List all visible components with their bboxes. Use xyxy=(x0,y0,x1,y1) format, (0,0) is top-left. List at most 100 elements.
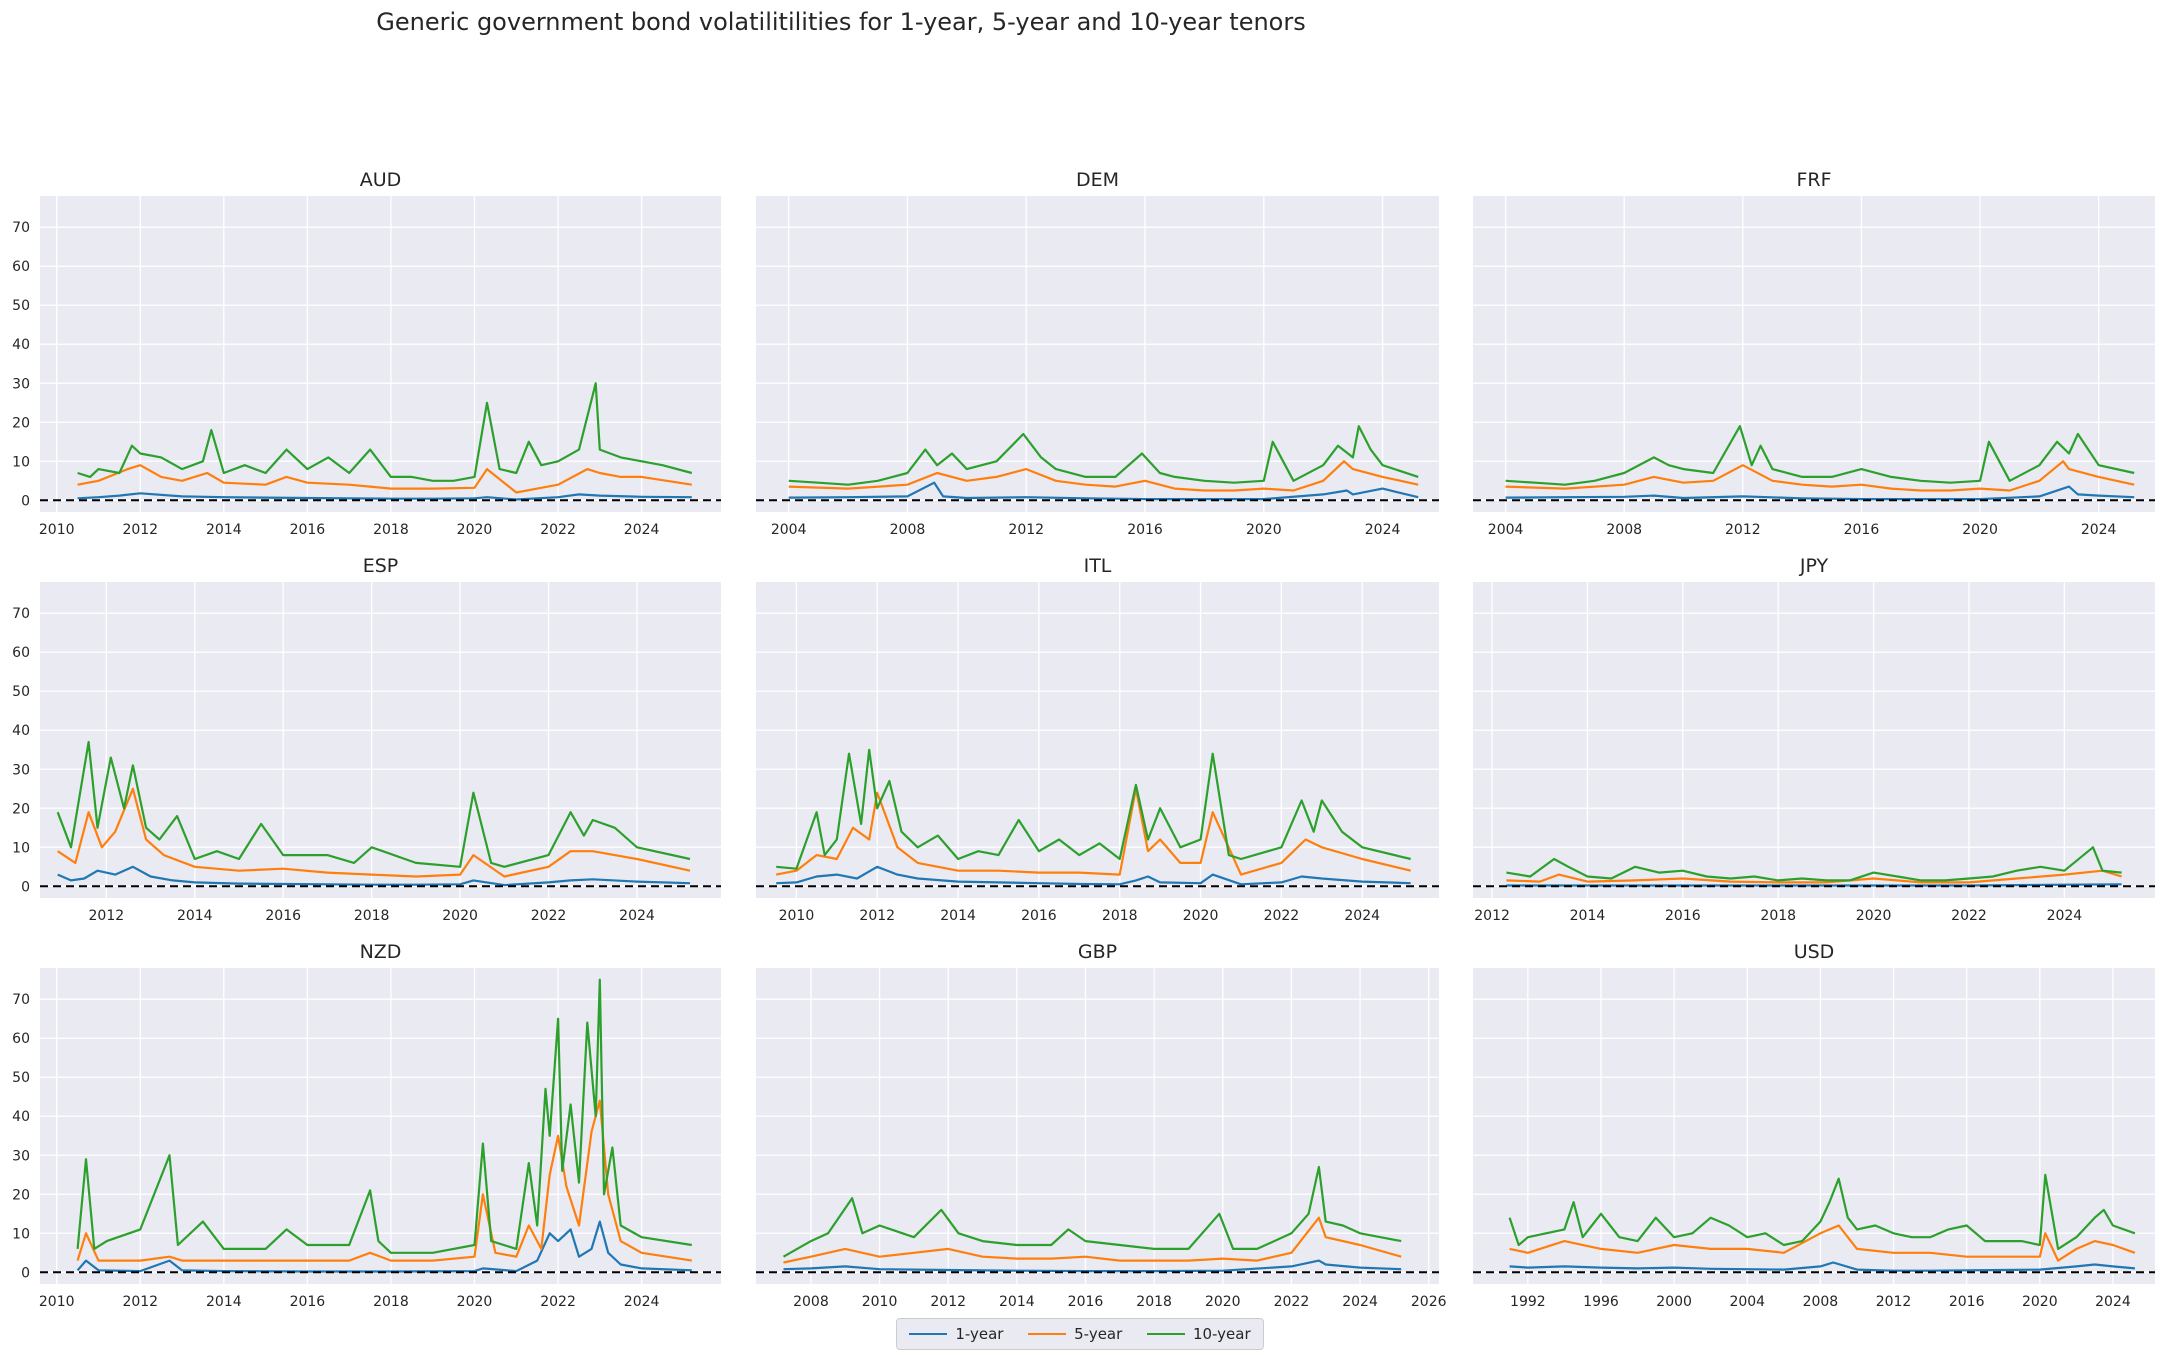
series-line-10-year xyxy=(56,740,691,868)
panel-itl: 2010 2012 2014 2016 2018 2020 2022 2024 ITL xyxy=(756,555,1439,924)
x-tick-label: 2008 xyxy=(1606,522,1642,538)
series-line-10-year xyxy=(1505,425,2135,486)
x-tick-label: 2012 xyxy=(89,908,125,924)
x-tick-label: 2022 xyxy=(1264,908,1300,924)
y-tick-label: 40 xyxy=(12,337,30,353)
legend-item-10-year: 10-year xyxy=(1146,1325,1251,1343)
panel-aud: 0 10 20 30 40 50 60 70 2010 2012 2014 2016 2018 2020 2… xyxy=(12,169,721,538)
series-line-5-year xyxy=(783,1216,1402,1264)
series-line-1-year xyxy=(788,481,1419,501)
x-tick-label: 2020 xyxy=(1246,522,1282,538)
legend: 1-year 5-year 10-year xyxy=(896,1318,1264,1350)
y-tick-label: 70 xyxy=(12,606,30,622)
series-line-10-year xyxy=(77,382,693,482)
x-tick-label: 2012 xyxy=(1474,908,1510,924)
x-tick-label: 2012 xyxy=(859,908,895,924)
x-tick-label: 2008 xyxy=(1803,1294,1839,1310)
x-tick-label: 1996 xyxy=(1583,1294,1619,1310)
series-line-1-year xyxy=(77,492,692,501)
series-line-5-year xyxy=(77,464,692,494)
y-tick-label: 30 xyxy=(12,762,30,778)
x-tick-label: 2020 xyxy=(442,908,478,924)
x-tick-label: 2018 xyxy=(1136,1294,1172,1310)
series-line-5-year xyxy=(788,460,1419,492)
x-tick-label: 2018 xyxy=(1102,908,1138,924)
panel-usd: 1992 1996 2000 2004 2008 2012 2016 2020 2024 USD xyxy=(1473,941,2155,1310)
series-line-5-year xyxy=(1506,869,2122,884)
figure-title: Generic government bond volatilitilities… xyxy=(376,8,1305,36)
panel-title: ESP xyxy=(363,555,399,577)
series-line-10-year xyxy=(788,425,1419,486)
x-tick-label: 2024 xyxy=(1365,522,1401,538)
x-tick-label: 2022 xyxy=(540,1294,576,1310)
x-tick-label: 2024 xyxy=(624,522,660,538)
panel-gbp: 2008 2010 2012 2014 2016 2018 2020 2022 2024 2026… xyxy=(756,941,1447,1310)
series-line-1-year xyxy=(1509,1261,2135,1272)
x-tick-label: 2014 xyxy=(206,1294,242,1310)
y-tick-label: 0 xyxy=(21,1265,30,1281)
x-tick-label: 2016 xyxy=(1068,1294,1104,1310)
y-tick-label: 0 xyxy=(21,879,30,895)
x-tick-label: 2014 xyxy=(999,1294,1035,1310)
x-tick-label: 2016 xyxy=(265,908,301,924)
panel-title: ITL xyxy=(1084,555,1112,577)
x-tick-label: 2024 xyxy=(1344,908,1380,924)
x-tick-label: 1992 xyxy=(1510,1294,1546,1310)
series-line-10-year xyxy=(76,978,692,1254)
series-line-10-year xyxy=(776,748,1411,870)
series-line-1-year xyxy=(783,1259,1402,1273)
series-line-1-year xyxy=(776,865,1411,886)
plot-area xyxy=(40,196,721,512)
x-tick-label: 2016 xyxy=(290,1294,326,1310)
plot-area xyxy=(40,968,721,1284)
series-line-5-year xyxy=(775,787,1411,876)
series-line-10-year xyxy=(1508,1173,2136,1251)
x-tick-label: 2008 xyxy=(793,1294,829,1310)
panel-title: JPY xyxy=(1799,555,1829,577)
x-tick-label: 2012 xyxy=(1725,522,1761,538)
y-tick-label: 70 xyxy=(12,992,30,1008)
x-tick-label: 2022 xyxy=(531,908,567,924)
legend-item-1-year: 1-year xyxy=(909,1325,1003,1343)
legend-swatch-5-year xyxy=(1028,1333,1067,1335)
plot-area xyxy=(1473,196,2155,512)
panel-title: FRF xyxy=(1796,169,1831,191)
y-tick-label: 40 xyxy=(12,723,30,739)
x-tick-label: 2020 xyxy=(457,1294,493,1310)
x-tick-label: 2014 xyxy=(177,908,213,924)
x-tick-label: 2018 xyxy=(373,1294,409,1310)
x-tick-label: 2024 xyxy=(2047,908,2083,924)
y-tick-label: 20 xyxy=(12,801,30,817)
x-tick-label: 2020 xyxy=(1962,522,1998,538)
series-line-10-year xyxy=(1506,846,2122,882)
panel-title: AUD xyxy=(360,169,402,191)
y-tick-label: 70 xyxy=(12,220,30,236)
x-tick-label: 2020 xyxy=(1205,1294,1241,1310)
x-tick-label: 2010 xyxy=(862,1294,898,1310)
series-line-1-year xyxy=(76,1220,692,1273)
x-tick-label: 2022 xyxy=(1951,908,1987,924)
x-tick-label: 2012 xyxy=(122,1294,158,1310)
x-tick-label: 2018 xyxy=(1760,908,1796,924)
x-tick-label: 2024 xyxy=(2081,522,2117,538)
series-line-5-year xyxy=(1505,460,2135,492)
x-tick-label: 2016 xyxy=(1844,522,1880,538)
x-tick-label: 2020 xyxy=(1183,908,1219,924)
y-tick-label: 60 xyxy=(12,1031,30,1047)
legend-label-10-year: 10-year xyxy=(1192,1325,1251,1343)
plot-area xyxy=(1473,582,2155,898)
x-tick-label: 2004 xyxy=(771,522,807,538)
legend-swatch-10-year xyxy=(1146,1333,1185,1335)
x-tick-label: 2020 xyxy=(457,522,493,538)
x-tick-label: 2020 xyxy=(2022,1294,2058,1310)
y-tick-label: 60 xyxy=(12,645,30,661)
y-tick-label: 50 xyxy=(12,298,30,314)
x-tick-label: 2010 xyxy=(39,1294,75,1310)
panel-esp: 0 10 20 30 40 50 60 70 2012 2014 2016 2018 2020 2022 2… xyxy=(12,555,721,924)
series-line-5-year xyxy=(1509,1224,2136,1262)
x-tick-label: 2012 xyxy=(930,1294,966,1310)
series-line-1-year xyxy=(57,865,691,887)
panel-title: DEM xyxy=(1076,169,1119,191)
series-line-5-year xyxy=(76,1099,692,1262)
